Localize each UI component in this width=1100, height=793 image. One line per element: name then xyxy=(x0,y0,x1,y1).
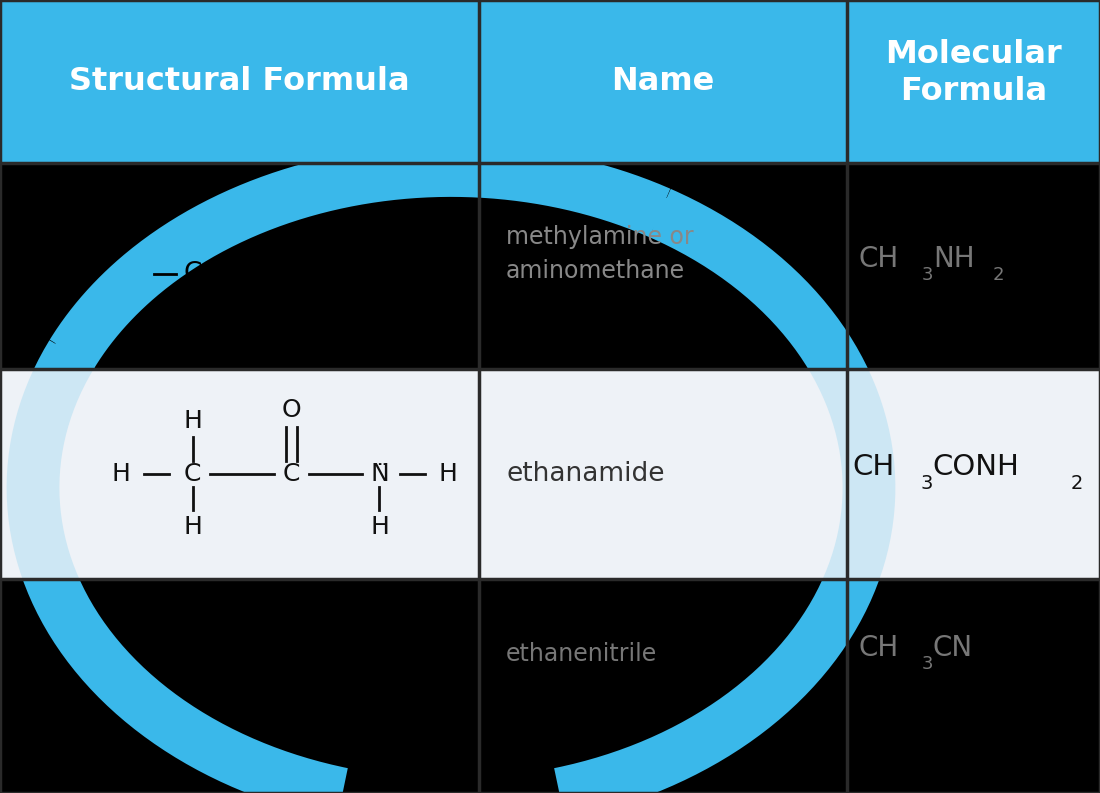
Text: C: C xyxy=(184,462,201,486)
Text: H: H xyxy=(438,462,458,486)
Bar xyxy=(0,369,1100,579)
Text: Structural Formula: Structural Formula xyxy=(69,66,409,97)
Polygon shape xyxy=(47,305,106,366)
Text: CONH: CONH xyxy=(933,454,1020,481)
Text: H: H xyxy=(183,312,202,338)
Text: H: H xyxy=(183,408,202,433)
Text: N̈: N̈ xyxy=(370,462,389,486)
Text: Name: Name xyxy=(612,66,714,97)
Text: ethanenitrile: ethanenitrile xyxy=(506,642,658,666)
Text: 3: 3 xyxy=(922,655,933,672)
Bar xyxy=(0,579,1100,793)
Text: H: H xyxy=(370,515,389,539)
Text: C: C xyxy=(283,462,300,486)
Text: 3: 3 xyxy=(921,474,933,492)
Text: CH: CH xyxy=(852,454,894,481)
Text: H: H xyxy=(287,312,307,338)
Text: O: O xyxy=(282,398,301,423)
Text: CH: CH xyxy=(858,245,899,274)
Text: C: C xyxy=(184,261,201,286)
Text: 3: 3 xyxy=(922,266,933,284)
Text: 2: 2 xyxy=(992,266,1003,284)
Text: NH: NH xyxy=(933,245,975,274)
Bar xyxy=(0,369,1100,579)
Text: CN: CN xyxy=(933,634,972,662)
Text: N̈: N̈ xyxy=(282,261,301,286)
Polygon shape xyxy=(594,187,679,231)
Text: H: H xyxy=(183,515,202,539)
Text: Molecular
Formula: Molecular Formula xyxy=(886,40,1062,107)
Text: CH: CH xyxy=(858,634,899,662)
Text: 2: 2 xyxy=(1070,474,1082,492)
Text: methylamine or
aminomethane: methylamine or aminomethane xyxy=(506,224,694,283)
Bar xyxy=(0,0,1100,163)
Text: H: H xyxy=(111,462,131,486)
Bar xyxy=(0,163,1100,369)
Text: ethanamide: ethanamide xyxy=(506,461,664,487)
